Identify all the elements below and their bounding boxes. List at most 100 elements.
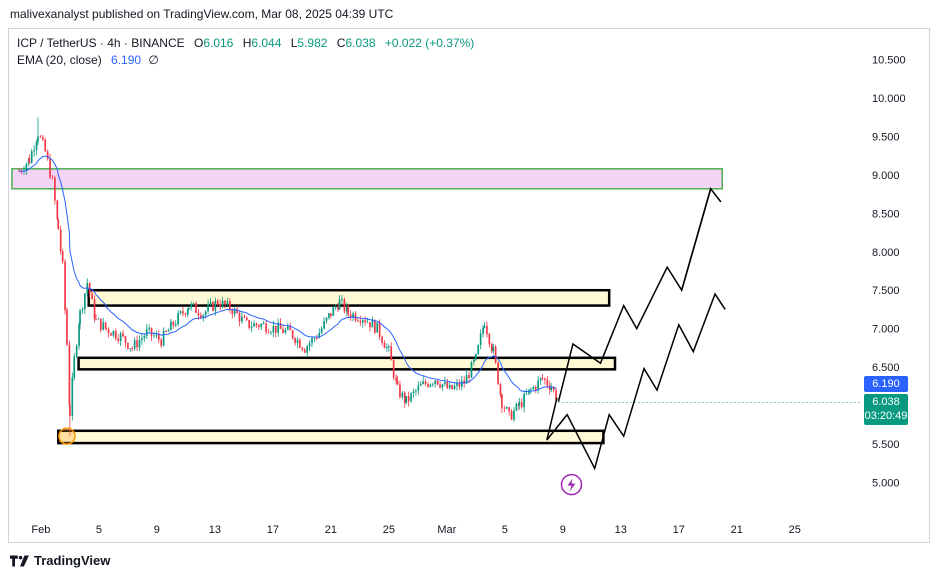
- candle-body: [84, 293, 86, 310]
- ema-label[interactable]: EMA (20, close): [17, 53, 102, 67]
- candle-body: [282, 329, 284, 333]
- zone-range-mid[interactable]: [77, 356, 617, 371]
- candle-body: [520, 402, 523, 408]
- candle-body: [170, 321, 172, 331]
- candle-body: [66, 309, 68, 345]
- candle-body: [102, 322, 105, 330]
- candle-body: [167, 330, 170, 332]
- candle-body: [274, 325, 277, 333]
- candle-body: [231, 310, 234, 315]
- candle-body: [503, 407, 506, 409]
- candle-body: [260, 323, 263, 328]
- candle-body: [153, 335, 155, 337]
- candle-body: [412, 391, 415, 394]
- candle-body: [505, 407, 508, 409]
- candle-body: [33, 150, 35, 152]
- candle-body: [456, 382, 458, 386]
- x-tick-label: 25: [383, 524, 395, 536]
- candle-body: [458, 382, 461, 387]
- candle-body: [78, 324, 80, 346]
- candle-body: [361, 320, 364, 323]
- candle-body: [315, 338, 318, 339]
- candle-body: [329, 313, 332, 316]
- candle-body: [257, 325, 260, 328]
- candle-body: [357, 320, 359, 321]
- candle-body: [338, 299, 341, 310]
- x-tick-label: 25: [789, 524, 801, 536]
- candle-body: [71, 377, 74, 416]
- candle-body: [148, 327, 150, 329]
- candle-body: [548, 385, 551, 390]
- candle-body: [37, 136, 39, 142]
- close-value: 6.038: [345, 36, 376, 50]
- zone-range-high[interactable]: [87, 288, 611, 307]
- candle-body: [541, 378, 544, 379]
- candle-body: [497, 362, 499, 385]
- candle-body: [470, 362, 473, 378]
- candle-body: [539, 378, 542, 381]
- y-tick-label: 8.000: [872, 247, 900, 259]
- candle-body: [138, 340, 141, 348]
- candle-body: [441, 384, 444, 388]
- candle-body: [392, 360, 395, 378]
- candle-body: [75, 345, 78, 357]
- zone-resistance-top[interactable]: [11, 168, 724, 190]
- candle-body: [417, 385, 420, 391]
- candle-body: [395, 377, 397, 381]
- zone-range-low[interactable]: [57, 429, 605, 445]
- candle-body: [534, 386, 537, 390]
- candle-body: [294, 338, 296, 344]
- ema-price-tag: 6.190: [864, 376, 908, 392]
- candle-body: [197, 312, 200, 316]
- candle-body: [415, 390, 417, 392]
- candle-body: [221, 300, 224, 308]
- candle-body: [345, 306, 348, 312]
- candle-body: [323, 321, 325, 329]
- candle-body: [28, 158, 31, 163]
- x-tick-label: 21: [325, 524, 337, 536]
- candle-body: [228, 301, 231, 311]
- projection-path[interactable]: [546, 292, 726, 471]
- countdown-value: 03:20:49: [864, 410, 908, 422]
- candle-body: [127, 342, 129, 349]
- candle-body: [518, 402, 521, 406]
- candle-body: [172, 321, 175, 326]
- candle-body: [224, 300, 226, 305]
- candle-body: [133, 340, 136, 349]
- candle-body: [157, 334, 160, 340]
- x-tick-label: Mar: [437, 524, 456, 536]
- footer-brand[interactable]: TradingView: [10, 553, 110, 568]
- candle-body: [253, 323, 255, 327]
- candle-body: [277, 323, 280, 333]
- candle-body: [378, 322, 381, 337]
- candle-body: [313, 338, 316, 339]
- x-tick-label: 5: [96, 524, 102, 536]
- symbol-label[interactable]: ICP / TetherUS · 4h · BINANCE: [17, 36, 185, 50]
- candle-body: [46, 151, 49, 159]
- candle-body: [546, 379, 549, 386]
- candle-body: [482, 327, 484, 334]
- high-value: 6.044: [251, 36, 282, 50]
- candle-body: [51, 177, 54, 179]
- candle-body: [383, 342, 386, 349]
- candle-body: [177, 313, 179, 325]
- candle-body: [192, 303, 195, 305]
- last-price-tag: 6.038 03:20:49: [864, 394, 908, 425]
- candle-body: [97, 318, 100, 320]
- candle-body: [286, 326, 289, 330]
- candle-body: [35, 141, 38, 151]
- candle-body: [95, 318, 97, 320]
- candle-body: [427, 384, 429, 387]
- candle-body: [248, 320, 251, 328]
- candle-body: [530, 389, 532, 390]
- candle-body: [186, 309, 189, 315]
- candle-body: [162, 330, 165, 346]
- x-tick-label: 13: [615, 524, 627, 536]
- candle-body: [155, 334, 158, 336]
- candle-body: [318, 332, 321, 339]
- y-tick-label: 10.000: [872, 93, 906, 105]
- candle-body: [515, 403, 518, 411]
- ema-extra-icon[interactable]: ∅: [148, 53, 159, 67]
- candle-body: [405, 396, 408, 403]
